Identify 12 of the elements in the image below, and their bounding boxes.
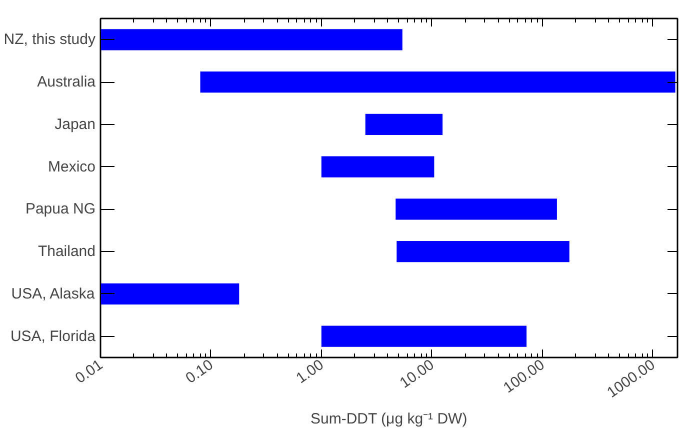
x-tick-label: 0.01 xyxy=(72,356,106,388)
x-axis-title: Sum-DDT (μg kg⁻¹ DW) xyxy=(310,410,468,428)
x-tick-label: 0.10 xyxy=(182,356,216,388)
y-tick-label: Australia xyxy=(37,74,96,91)
y-tick-label: USA, Florida xyxy=(10,328,96,345)
y-tick-label: Japan xyxy=(54,116,96,133)
y-tick-label: Thailand xyxy=(38,243,96,260)
y-tick-label: USA, Alaska xyxy=(11,285,96,302)
y-tick-label: NZ, this study xyxy=(4,31,96,48)
x-tick-label: 1.00 xyxy=(293,356,327,388)
y-tick-label: Mexico xyxy=(48,158,96,176)
y-tick-label: Papua NG xyxy=(25,200,96,218)
